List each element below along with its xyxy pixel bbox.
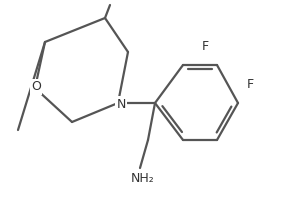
Text: F: F	[247, 78, 254, 92]
Text: O: O	[31, 81, 41, 94]
Text: NH₂: NH₂	[131, 172, 155, 184]
Text: F: F	[201, 41, 208, 54]
Text: N: N	[116, 98, 126, 110]
